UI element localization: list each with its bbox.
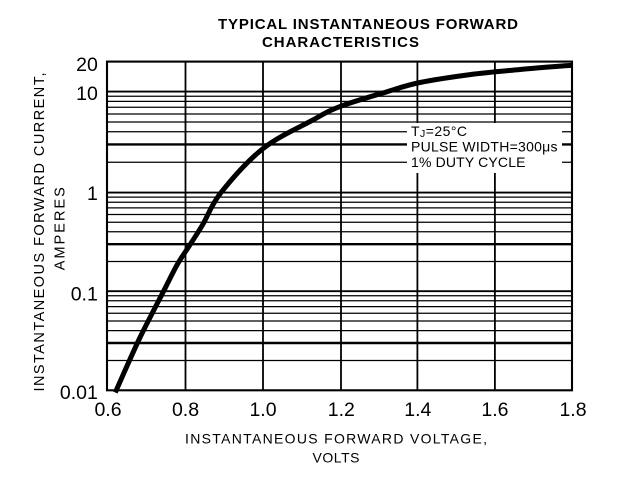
svg-text:1.4: 1.4 (404, 399, 431, 421)
svg-text:1.2: 1.2 (328, 399, 355, 421)
svg-text:10: 10 (76, 83, 98, 105)
svg-text:0.1: 0.1 (71, 283, 98, 305)
svg-text:1.8: 1.8 (559, 399, 586, 421)
svg-text:1: 1 (87, 183, 98, 205)
svg-text:1.0: 1.0 (249, 399, 276, 421)
svg-text:TYPICAL INSTANTANEOUS FORWARD: TYPICAL INSTANTANEOUS FORWARD (218, 16, 518, 33)
svg-text:CHARACTERISTICS: CHARACTERISTICS (262, 34, 419, 51)
svg-text:20: 20 (76, 54, 98, 76)
svg-text:1.6: 1.6 (481, 399, 508, 421)
svg-text:1% DUTY CYCLE: 1% DUTY CYCLE (411, 154, 526, 170)
svg-text:PULSE WIDTH=300μs: PULSE WIDTH=300μs (411, 139, 558, 155)
svg-text:TJ=25°C: TJ=25°C (411, 123, 467, 140)
svg-text:0.6: 0.6 (94, 399, 121, 421)
svg-text:AMPERES: AMPERES (52, 187, 68, 270)
svg-text:INSTANTANEOUS FORWARD CURRENT,: INSTANTANEOUS FORWARD CURRENT, (32, 73, 48, 392)
svg-text:0.01: 0.01 (60, 382, 98, 404)
svg-text:0.8: 0.8 (172, 399, 199, 421)
svg-text:INSTANTANEOUS FORWARD VOLTAGE,: INSTANTANEOUS FORWARD VOLTAGE, (185, 431, 487, 447)
svg-text:VOLTS: VOLTS (313, 449, 360, 465)
